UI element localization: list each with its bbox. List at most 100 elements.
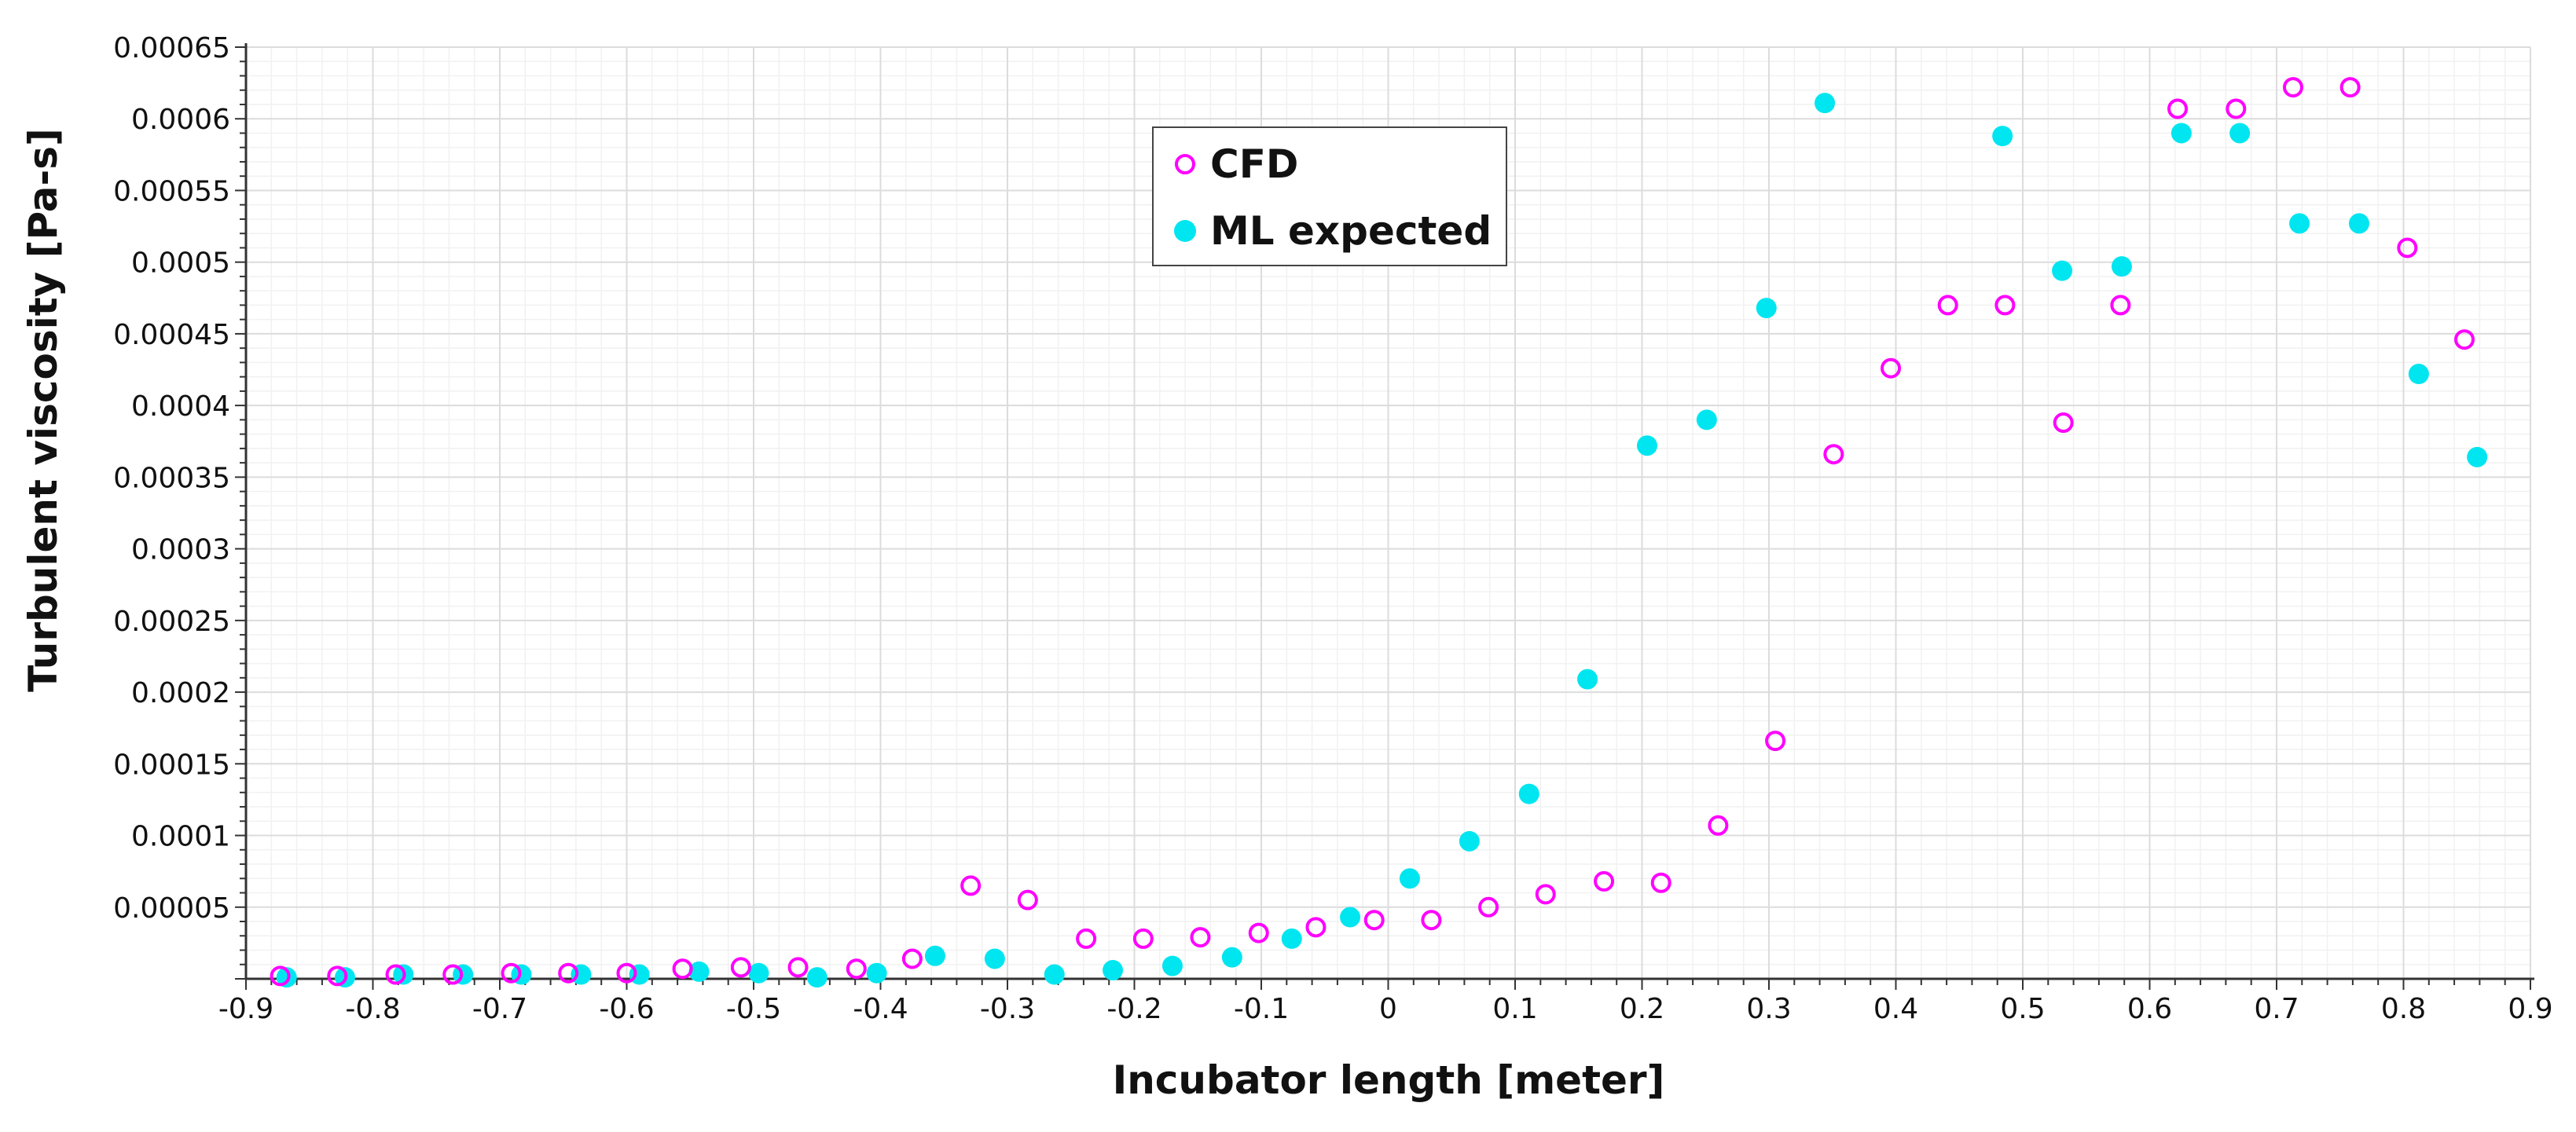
ml-expected-point [1399,868,1420,889]
y-tick-label: 0.0002 [131,677,230,709]
cfd-point [960,875,982,896]
x-tick-label: 0.3 [1746,993,1791,1025]
cfd-point [270,965,291,987]
cfd-point [2226,98,2247,119]
ml-expected-point [2289,213,2310,234]
y-tick-label: 0.00055 [113,175,230,207]
ml-expected-point [1815,93,1836,114]
cfd-point [1363,910,1385,931]
y-tick-label: 0.0001 [131,821,230,853]
legend-box [1152,126,1507,266]
ml-expected-point [1161,955,1183,976]
cfd-point [730,957,751,978]
ml-expected-point [1103,960,1124,981]
y-axis-title: Turbulent viscosity [Pa-s] [20,128,66,692]
cfd-point [385,964,406,985]
x-tick-label: 0.2 [1620,993,1664,1025]
cfd-point [1248,922,1269,943]
y-tick-label: 0.00005 [113,892,230,925]
ml-expected-point [688,961,710,982]
x-tick-label: -0.9 [218,993,273,1025]
cfd-point [2167,98,2189,119]
x-tick-label: 0.9 [2508,993,2552,1025]
cfd-point [1132,928,1154,949]
ml-expected-point [1221,947,1242,968]
x-tick-label: 0.4 [1873,993,1918,1025]
ml-expected-point [2052,260,2073,281]
ml-expected-point [1992,126,2013,147]
x-tick-label: -0.2 [1106,993,1161,1025]
cfd-point [846,958,867,980]
series-cfd [270,77,2475,987]
ml-expected-point [2111,256,2132,277]
cfd-point [1765,731,1786,752]
series-ml-expected [276,93,2488,988]
ml-expected-point [2171,123,2192,144]
cfd-point [2339,77,2361,98]
cfd-point [1421,910,1442,931]
ml-expected-point [276,967,297,988]
ml-expected-point [924,945,945,966]
ml-expected-point [1696,409,1717,430]
ml-expected-point [748,962,769,984]
x-tick-label: 0.1 [1492,993,1537,1025]
x-axis-ticks: -0.9 -0.8 -0.7 -0.6 -0.5 -0.4 -0.3 -0.2 -0.1 0 0.1… [218,979,2553,1025]
cfd-point [787,957,809,978]
cfd-point [2282,77,2303,98]
y-tick-label: 0.0005 [131,247,230,280]
cfd-point [1994,295,2016,316]
cfd-point [672,958,693,980]
ml-expected-point [1636,435,1657,456]
cfd-point [2397,237,2418,258]
ml-expected-point [1577,669,1598,690]
cfd-point [558,962,579,984]
x-tick-label: -0.6 [599,993,654,1025]
y-tick-label: 0.0003 [131,534,230,566]
ml-expected-point [2408,364,2429,385]
legend-cfd-label: CFD [1210,141,1298,187]
legend-ml-expected-label: ML expected [1210,208,1492,254]
x-tick-label: -0.4 [853,993,908,1025]
cfd-point [1937,295,1958,316]
ml-expected-point [2229,123,2251,144]
x-tick-label: 0.8 [2381,993,2426,1025]
cfd-point [442,964,464,985]
ml-expected-point [984,948,1005,969]
legend-cfd-marker [1175,154,1195,174]
x-axis-title: Incubator length [meter] [1113,1057,1665,1103]
y-tick-label: 0.00065 [113,32,230,64]
cfd-point [327,965,348,987]
y-tick-label: 0.00035 [113,462,230,494]
cfd-point [2053,412,2074,434]
ml-expected-point [866,962,887,984]
ml-expected-point [1340,907,1361,928]
ml-expected-point [2467,446,2488,467]
x-tick-label: 0.6 [2127,993,2172,1025]
cfd-point [1594,870,1615,892]
x-tick-label: -0.3 [980,993,1035,1025]
cfd-point [2110,295,2131,316]
y-tick-label: 0.00015 [113,749,230,781]
cfd-point [1076,928,1097,949]
x-tick-label: 0 [1379,993,1397,1025]
cfd-point [1190,927,1211,948]
major-grid [245,46,2531,979]
cfd-point [2454,329,2475,350]
ml-expected-point [2348,213,2369,234]
cfd-point [901,948,923,969]
cfd-point [1305,917,1327,938]
cfd-point [1650,872,1671,893]
cfd-point [1535,884,1556,905]
x-tick-label: 0.5 [2000,993,2045,1025]
ml-expected-point [1756,298,1777,319]
legend-ml-expected-marker [1174,220,1196,242]
x-tick-label: -0.7 [472,993,527,1025]
cfd-point [1823,444,1844,465]
ml-expected-point [806,967,827,988]
cfd-point [1017,889,1038,910]
cfd-point [1881,357,1902,379]
y-axis-ticks: 0.00005 0.0001 0.00015 0.0002 0.00025 0.0003 0… [113,32,246,980]
ml-expected-point [1281,928,1302,949]
ml-expected-point [1518,783,1539,804]
y-tick-label: 0.0006 [131,104,230,136]
